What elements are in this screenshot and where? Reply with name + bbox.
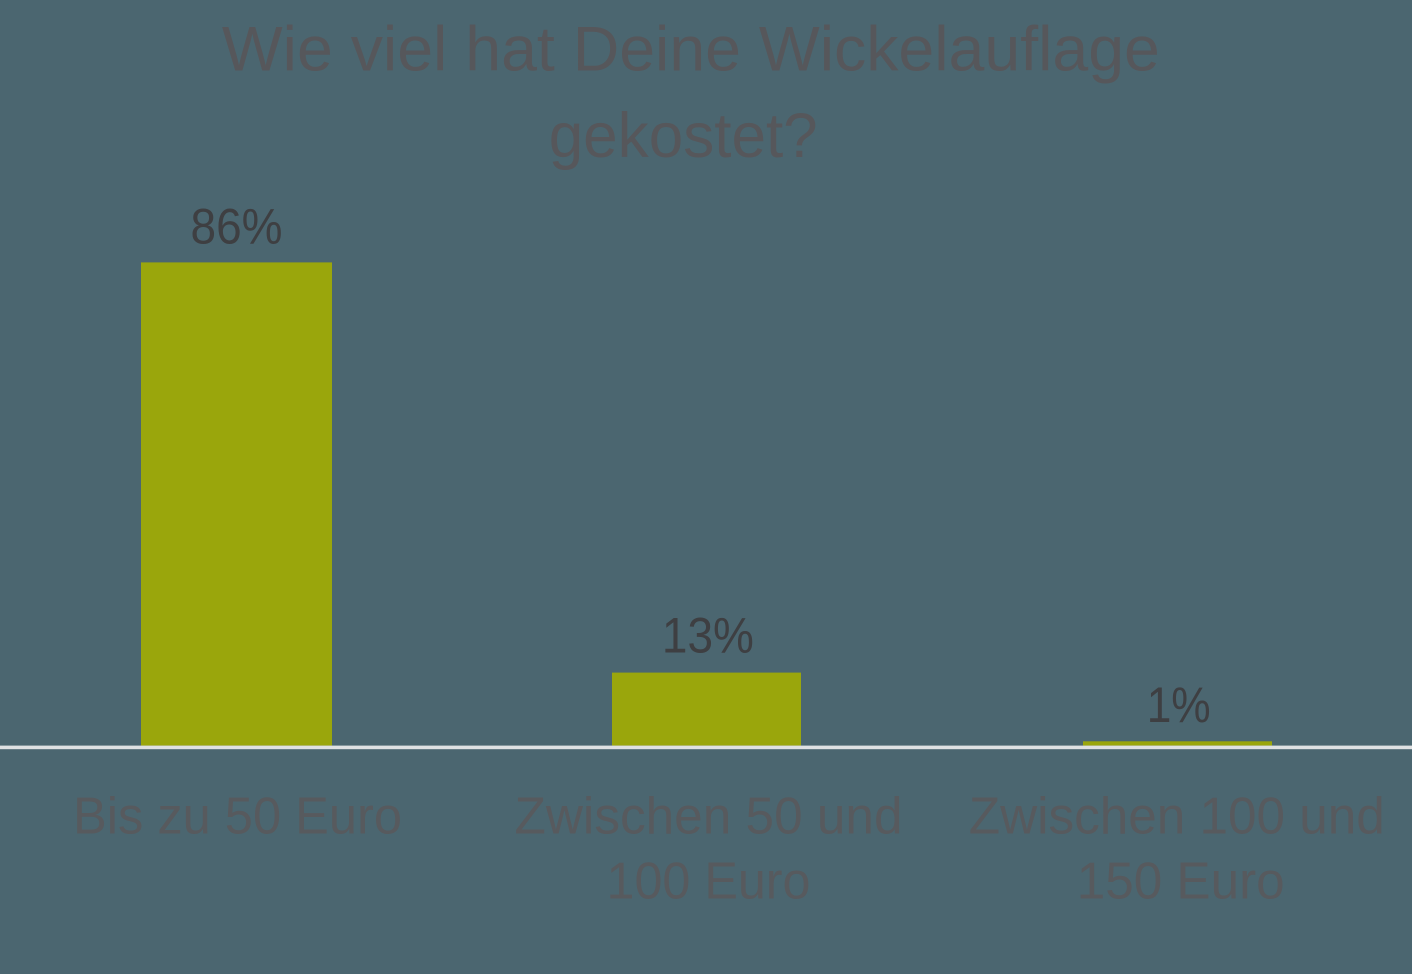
svg-text:13%: 13%	[662, 607, 754, 664]
svg-text:1%: 1%	[1147, 676, 1211, 733]
svg-text:gekostet?: gekostet?	[549, 101, 818, 171]
svg-text:Bis zu 50 Euro: Bis zu 50 Euro	[73, 788, 402, 846]
svg-text:100 Euro: 100 Euro	[607, 853, 811, 911]
svg-text:Zwischen 100 und: Zwischen 100 und	[969, 788, 1385, 846]
svg-text:Wie viel hat Deine Wickelaufla: Wie viel hat Deine Wickelauflage	[222, 14, 1160, 84]
svg-text:86%: 86%	[191, 197, 283, 254]
svg-text:150 Euro: 150 Euro	[1077, 853, 1285, 911]
svg-text:Zwischen 50 und: Zwischen 50 und	[515, 788, 903, 846]
